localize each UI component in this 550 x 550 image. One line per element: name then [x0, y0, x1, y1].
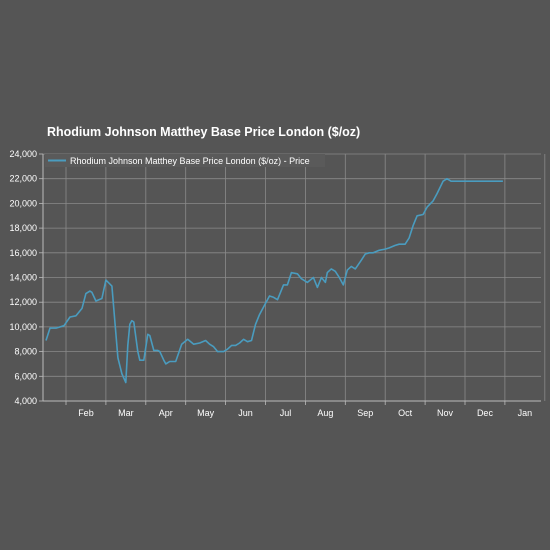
x-tick-label: Jun [238, 408, 253, 418]
x-tick-label: Mar [118, 408, 134, 418]
x-tick-label: Aug [317, 408, 333, 418]
y-tick-label: 24,000 [9, 149, 37, 159]
legend: Rhodium Johnson Matthey Base Price Londo… [45, 154, 325, 167]
x-tick-label: Jan [518, 408, 533, 418]
y-tick-label: 20,000 [9, 198, 37, 208]
y-tick-label: 14,000 [9, 273, 37, 283]
chart-title: Rhodium Johnson Matthey Base Price Londo… [47, 125, 361, 139]
legend-box [45, 154, 325, 167]
series-layer [45, 177, 503, 384]
x-tick-label: Sep [357, 408, 373, 418]
series-line-price [45, 177, 503, 384]
y-tick-label: 8,000 [14, 347, 37, 357]
y-tick-label: 10,000 [9, 322, 37, 332]
x-tick-label: Oct [398, 408, 413, 418]
x-tick-label: Jul [280, 408, 292, 418]
y-tick-label: 18,000 [9, 223, 37, 233]
y-tick-label: 6,000 [14, 371, 37, 381]
x-tick-label: Nov [437, 408, 454, 418]
legend-entry-price: Rhodium Johnson Matthey Base Price Londo… [70, 156, 310, 166]
y-tick-label: 12,000 [9, 297, 37, 307]
grid [43, 153, 546, 402]
x-tick-label: Feb [78, 408, 94, 418]
x-tick-label: May [197, 408, 215, 418]
y-tick-label: 16,000 [9, 248, 37, 258]
y-tick-label: 22,000 [9, 174, 37, 184]
x-tick-label: Dec [477, 408, 494, 418]
y-tick-label: 4,000 [14, 396, 37, 406]
axes: 4,000 6,000 8,000 10,000 12,000 14,000 16,000 1… [9, 149, 541, 418]
x-tick-label: Apr [159, 408, 173, 418]
